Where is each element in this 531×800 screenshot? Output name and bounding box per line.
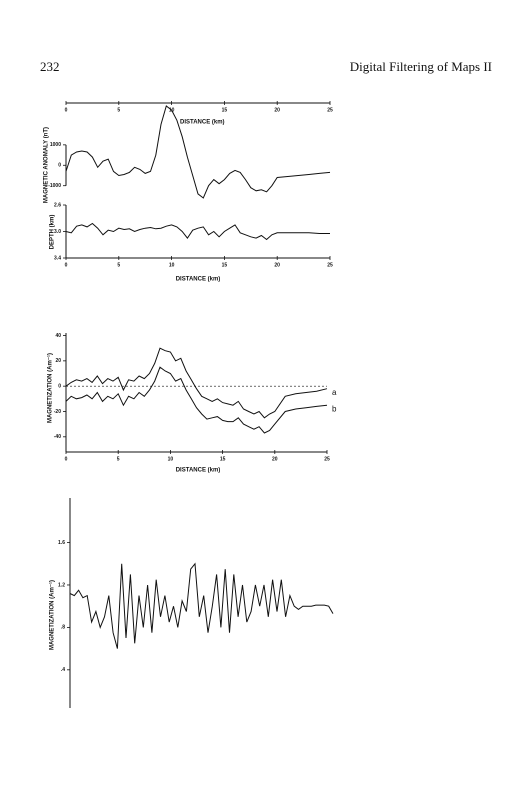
y-tick-label: .4 bbox=[61, 667, 65, 673]
x-tick-label: 15 bbox=[220, 456, 226, 462]
x-tick-label: 0 bbox=[65, 456, 68, 462]
x-axis-label: DISTANCE (km) bbox=[176, 277, 221, 283]
x-axis-label: DISTANCE (km) bbox=[180, 120, 225, 126]
x-tick-label: 5 bbox=[117, 107, 120, 113]
y-tick-label: 20 bbox=[55, 358, 61, 364]
x-tick-label: 25 bbox=[324, 456, 330, 462]
x-tick-label: 5 bbox=[117, 456, 120, 462]
data-line bbox=[65, 222, 330, 241]
data-line bbox=[69, 562, 334, 649]
y-axis-label: MAGNETIC ANOMALY (nT) bbox=[44, 127, 50, 203]
y-tick-label: -20 bbox=[54, 409, 61, 415]
x-tick-label: 0 bbox=[65, 107, 68, 113]
y-tick-label: 0 bbox=[58, 163, 61, 169]
series-label: b bbox=[332, 404, 337, 413]
y-tick-label: 1000 bbox=[50, 142, 61, 148]
x-tick-label: 10 bbox=[168, 456, 174, 462]
y-tick-label: 3.0 bbox=[54, 229, 61, 235]
y-tick-label: 40 bbox=[55, 333, 61, 339]
y-axis-label: DEPTH (km) bbox=[50, 215, 56, 250]
data-line bbox=[65, 366, 328, 434]
y-axis-label: MAGNETIZATION (Am⁻¹) bbox=[49, 580, 56, 650]
series-label: a bbox=[332, 388, 337, 397]
data-line bbox=[65, 347, 328, 419]
running-title: Digital Filtering of Maps II bbox=[350, 59, 492, 74]
y-tick-label: 0 bbox=[58, 383, 61, 389]
x-axis-label: DISTANCE (km) bbox=[176, 468, 221, 474]
x-tick-label: 20 bbox=[274, 107, 280, 113]
y-tick-label: -40 bbox=[54, 434, 61, 440]
y-tick-label: 1.2 bbox=[58, 582, 65, 588]
data-line bbox=[65, 105, 331, 199]
x-tick-label: 15 bbox=[222, 107, 228, 113]
page-number: 232 bbox=[40, 59, 60, 74]
y-tick-label: 1.6 bbox=[58, 540, 65, 546]
x-tick-label: 0 bbox=[65, 262, 68, 268]
x-tick-label: 15 bbox=[222, 262, 228, 268]
y-tick-label: -1000 bbox=[48, 183, 61, 189]
y-tick-label: 2.6 bbox=[54, 202, 61, 208]
x-tick-label: 5 bbox=[117, 262, 120, 268]
x-tick-label: 25 bbox=[327, 107, 333, 113]
x-tick-label: 10 bbox=[169, 262, 175, 268]
y-tick-label: .8 bbox=[61, 625, 65, 631]
x-tick-label: 20 bbox=[272, 456, 278, 462]
x-tick-label: 20 bbox=[274, 262, 280, 268]
x-tick-label: 25 bbox=[327, 262, 333, 268]
y-axis-label: MAGNETIZATION (Am⁻¹) bbox=[47, 353, 54, 423]
y-tick-label: 3.4 bbox=[54, 255, 61, 261]
